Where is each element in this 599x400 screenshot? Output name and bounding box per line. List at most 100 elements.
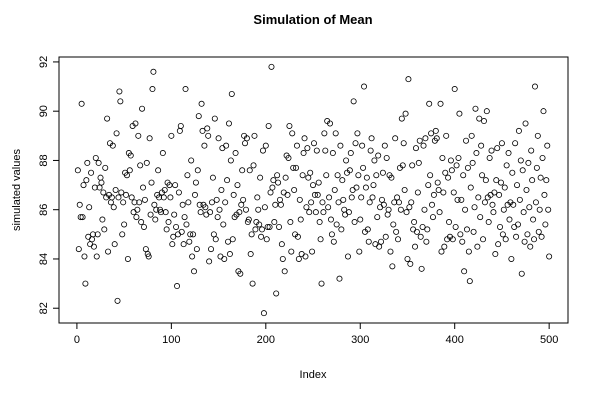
data-point [104, 115, 111, 122]
data-point [193, 246, 200, 253]
data-point [139, 105, 146, 112]
data-point [179, 201, 186, 208]
data-point [333, 221, 340, 228]
plot-frame [58, 56, 569, 324]
data-point [356, 248, 363, 255]
data-point [208, 199, 215, 206]
data-point [225, 238, 232, 245]
data-point [389, 263, 396, 270]
data-point [121, 221, 128, 228]
data-point [379, 169, 386, 176]
data-point [514, 221, 521, 228]
data-point [486, 154, 493, 161]
data-point [367, 147, 374, 154]
data-point [128, 194, 135, 201]
data-point [212, 236, 219, 243]
data-point [126, 167, 133, 174]
data-point [512, 140, 519, 147]
data-point [247, 251, 254, 258]
y-tick-label: 92 [38, 56, 50, 68]
data-point [289, 130, 296, 137]
data-point [140, 223, 147, 230]
data-point [250, 162, 257, 169]
data-point [506, 216, 513, 223]
y-tick-label: 86 [38, 204, 50, 216]
data-point [275, 179, 282, 186]
data-point [528, 147, 535, 154]
data-point [363, 174, 370, 181]
data-point [202, 204, 209, 211]
data-point [497, 179, 504, 186]
data-point [191, 268, 198, 275]
data-point [492, 251, 499, 258]
data-point [95, 159, 102, 166]
y-tick-label: 90 [38, 105, 50, 117]
data-point [227, 157, 234, 164]
data-point [387, 248, 394, 255]
data-point [354, 130, 361, 137]
data-point [162, 209, 169, 216]
data-point [342, 211, 349, 218]
data-point [279, 255, 286, 262]
data-point [343, 157, 350, 164]
data-point [530, 216, 537, 223]
data-point [310, 140, 317, 147]
data-point [274, 172, 281, 179]
data-point [456, 110, 463, 117]
data-point [346, 167, 353, 174]
data-point [277, 201, 284, 208]
data-point [496, 191, 503, 198]
data-point [422, 135, 429, 142]
data-point [332, 130, 339, 137]
data-point [336, 275, 343, 282]
data-point [378, 238, 385, 245]
data-point [323, 172, 330, 179]
data-point [524, 231, 531, 238]
data-point [329, 150, 336, 157]
data-point [316, 219, 323, 226]
data-point [421, 206, 428, 213]
data-point [325, 204, 332, 211]
data-point [295, 255, 302, 262]
data-point [307, 169, 314, 176]
data-point [508, 255, 515, 262]
data-point [502, 236, 509, 243]
x-tick-label: 300 [351, 334, 369, 346]
data-point [90, 243, 97, 250]
data-point [418, 265, 425, 272]
data-point [335, 199, 342, 206]
data-point [163, 226, 170, 233]
x-tick-label: 0 [74, 334, 80, 346]
data-point [516, 196, 523, 203]
data-point [372, 241, 379, 248]
data-point [340, 196, 347, 203]
data-point [308, 199, 315, 206]
data-point [500, 206, 507, 213]
data-point [176, 127, 183, 134]
data-point [419, 223, 426, 230]
data-point [468, 132, 475, 139]
data-point [167, 194, 174, 201]
data-point [234, 182, 241, 189]
data-point [429, 201, 436, 208]
data-point [405, 76, 412, 83]
data-point [130, 209, 137, 216]
data-point [515, 127, 522, 134]
data-point [412, 145, 419, 152]
data-point [123, 172, 130, 179]
data-point [414, 189, 421, 196]
data-point [101, 226, 108, 233]
data-point [191, 191, 198, 198]
data-point [272, 201, 279, 208]
data-point [282, 174, 289, 181]
data-point [514, 182, 521, 189]
data-point [188, 157, 195, 164]
data-point [477, 214, 484, 221]
data-point [132, 120, 139, 127]
data-point [124, 255, 131, 262]
y-tick-label: 82 [38, 302, 50, 314]
data-point [525, 159, 532, 166]
data-point [344, 253, 351, 260]
data-point [252, 226, 259, 233]
